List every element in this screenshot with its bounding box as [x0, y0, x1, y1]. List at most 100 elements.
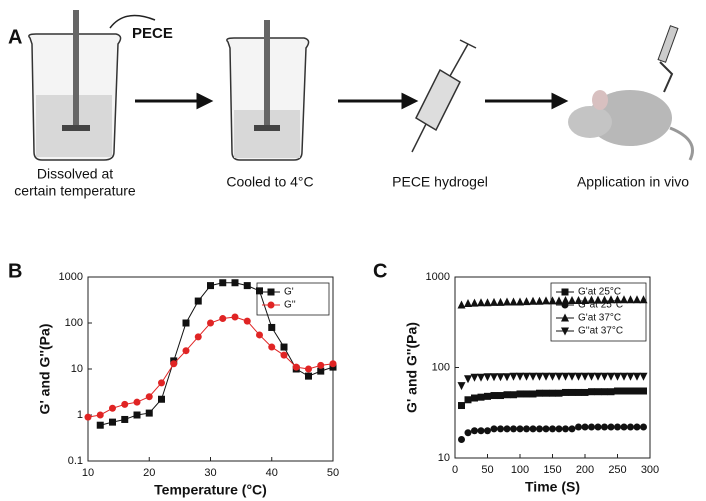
x-axis-label: Temperature (°C) — [154, 482, 267, 498]
marker — [561, 372, 570, 381]
marker — [536, 425, 543, 433]
marker — [145, 393, 153, 401]
legend-label: G''at 37°C — [578, 326, 623, 337]
y-axis-label: G' and G''(Pa) — [404, 322, 420, 413]
marker — [561, 313, 569, 322]
marker — [243, 317, 251, 325]
marker — [121, 400, 129, 408]
marker — [317, 367, 325, 375]
marker — [555, 389, 563, 397]
mouse — [568, 25, 694, 161]
marker — [548, 372, 557, 381]
marker — [581, 423, 589, 431]
marker — [458, 436, 465, 444]
marker — [600, 295, 609, 304]
marker — [601, 423, 608, 431]
marker — [158, 379, 165, 387]
marker — [633, 372, 641, 381]
y-tick-label: 100 — [65, 317, 83, 329]
marker — [633, 423, 641, 431]
marker — [555, 425, 563, 433]
x-tick-label: 100 — [511, 464, 529, 476]
y-tick-label: 10 — [438, 452, 450, 464]
marker — [536, 389, 543, 397]
marker — [627, 423, 634, 431]
x-axis-label: Time (S) — [525, 479, 580, 495]
marker — [607, 372, 615, 381]
marker — [627, 387, 634, 395]
marker — [542, 389, 550, 397]
beaker — [28, 10, 122, 161]
marker — [633, 295, 641, 304]
marker — [561, 288, 569, 296]
legend-label: G'at 25°C — [578, 287, 621, 298]
marker — [280, 351, 288, 359]
marker — [555, 296, 563, 305]
marker — [548, 296, 557, 305]
marker — [568, 372, 576, 381]
marker — [626, 372, 635, 381]
marker — [640, 387, 647, 395]
marker — [267, 301, 275, 309]
marker — [562, 388, 569, 396]
marker — [574, 372, 583, 381]
x-tick-label: 200 — [576, 464, 594, 476]
marker — [471, 427, 478, 435]
marker — [483, 298, 492, 307]
marker — [256, 331, 263, 339]
marker — [510, 391, 517, 399]
y-tick-label: 1000 — [59, 271, 83, 283]
marker — [522, 372, 531, 381]
marker — [594, 388, 602, 396]
x-tick-label: 250 — [608, 464, 626, 476]
marker — [542, 425, 550, 433]
marker — [305, 372, 312, 380]
marker — [575, 388, 582, 396]
marker — [490, 297, 498, 306]
marker — [292, 363, 300, 371]
marker — [594, 372, 602, 381]
marker — [464, 298, 472, 307]
marker — [194, 297, 202, 305]
x-tick-label: 150 — [543, 464, 561, 476]
marker — [516, 425, 524, 433]
marker — [477, 298, 485, 307]
marker — [490, 392, 498, 400]
marker — [207, 282, 214, 290]
marker — [96, 411, 104, 419]
marker — [561, 295, 570, 304]
marker — [509, 297, 518, 306]
marker — [549, 425, 556, 433]
marker — [497, 392, 504, 400]
syringe — [411, 39, 477, 153]
marker — [133, 411, 141, 419]
marker — [145, 409, 153, 417]
marker — [516, 390, 524, 398]
marker — [471, 394, 478, 402]
marker — [542, 296, 550, 305]
x-tick-label: 40 — [266, 467, 278, 479]
marker — [280, 343, 288, 351]
marker — [219, 315, 227, 323]
marker — [231, 313, 239, 321]
y-tick-label: 0.1 — [68, 455, 83, 467]
marker — [477, 373, 485, 382]
marker — [561, 327, 569, 336]
marker — [510, 425, 517, 433]
beaker — [226, 20, 310, 161]
marker — [639, 295, 648, 304]
marker — [109, 418, 116, 426]
marker — [633, 387, 641, 395]
marker — [516, 297, 524, 306]
marker — [601, 388, 608, 396]
marker — [522, 297, 531, 306]
marker — [529, 390, 537, 398]
y-tick-label: 10 — [71, 363, 83, 375]
marker — [581, 295, 589, 304]
marker — [542, 372, 550, 381]
marker — [109, 404, 116, 412]
marker — [464, 396, 472, 404]
marker — [457, 300, 466, 309]
step-label: Cooled to 4°C — [226, 174, 313, 190]
